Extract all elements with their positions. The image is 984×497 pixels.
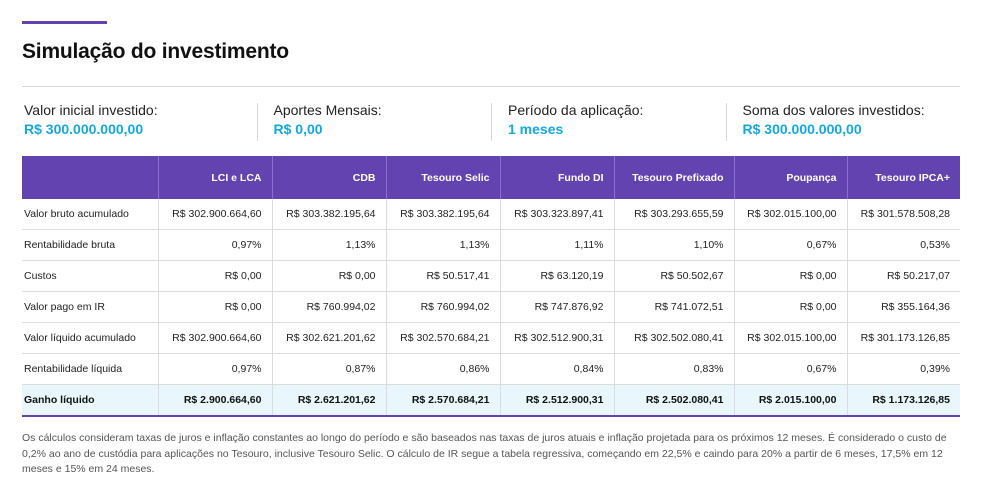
table-cell: R$ 355.164,36	[846, 291, 960, 323]
column-header-poupanca: Poupança	[733, 156, 847, 199]
summary-period: Período da aplicação: 1 meses	[491, 101, 726, 141]
page-title: Simulação do investimento	[22, 40, 289, 63]
table-cell: R$ 2.570.684,21	[385, 384, 500, 417]
summary-value: R$ 0,00	[273, 121, 323, 137]
table-cell: 0,67%	[733, 229, 847, 261]
table-cell: 0,97%	[157, 353, 272, 385]
investment-summary: Valor inicial investido: R$ 300.000.000,…	[22, 101, 960, 141]
table-cell: R$ 741.072,51	[613, 291, 734, 323]
table-header-row: LCI e LCA CDB Tesouro Selic Fundo DI Tes…	[22, 156, 960, 199]
table-cell: R$ 1.173.126,85	[846, 384, 960, 417]
table-row: Custos R$ 0,00 R$ 0,00 R$ 50.517,41 R$ 63.12…	[22, 260, 960, 292]
table-cell: 0,83%	[613, 353, 734, 385]
row-label: Valor bruto acumulado	[22, 199, 158, 230]
table-cell: R$ 301.578.508,28	[846, 199, 960, 230]
table-cell: R$ 63.120,19	[499, 260, 614, 292]
column-header-tesouro-prefixado: Tesouro Prefixado	[613, 156, 734, 199]
row-label: Ganho líquido	[22, 384, 158, 417]
table-cell: R$ 2.502.080,41	[613, 384, 734, 417]
column-header-cdb: CDB	[271, 156, 386, 199]
summary-label: Valor inicial investido:	[24, 102, 158, 118]
table-cell: R$ 302.900.664,60	[157, 322, 272, 354]
title-accent-bar	[22, 21, 107, 24]
table-cell: R$ 303.293.655,59	[613, 199, 734, 230]
table-cell: R$ 50.517,41	[385, 260, 500, 292]
table-cell: 0,39%	[846, 353, 960, 385]
table-cell: R$ 302.015.100,00	[733, 199, 847, 230]
row-label: Rentabilidade líquida	[22, 353, 158, 385]
column-header-tesouro-selic: Tesouro Selic	[385, 156, 500, 199]
table-cell: 0,67%	[733, 353, 847, 385]
row-label: Custos	[22, 260, 158, 292]
table-cell: R$ 301.173.126,85	[846, 322, 960, 354]
table-cell: R$ 2.512.900,31	[499, 384, 614, 417]
table-body: Valor bruto acumulado R$ 302.900.664,60 R$…	[22, 199, 960, 417]
table-cell: R$ 0,00	[271, 260, 386, 292]
table-row-total: Ganho líquido R$ 2.900.664,60 R$ 2.621.201…	[22, 384, 960, 417]
row-label: Valor líquido acumulado	[22, 322, 158, 354]
table-row: Valor bruto acumulado R$ 302.900.664,60 R$…	[22, 199, 960, 230]
summary-initial-value: Valor inicial investido: R$ 300.000.000,…	[22, 101, 257, 141]
summary-value: R$ 300.000.000,00	[24, 121, 144, 137]
table-cell: R$ 302.502.080,41	[613, 322, 734, 354]
row-label: Valor pago em IR	[22, 291, 158, 323]
table-row: Rentabilidade bruta 0,97% 1,13% 1,13% 1,11% 1…	[22, 229, 960, 261]
table-cell: 1,10%	[613, 229, 734, 261]
table-cell: R$ 50.217,07	[846, 260, 960, 292]
table-row: Rentabilidade líquida 0,97% 0,87% 0,86% 0,84…	[22, 353, 960, 385]
table-cell: R$ 0,00	[157, 260, 272, 292]
table-cell: R$ 2.015.100,00	[733, 384, 847, 417]
table-cell: R$ 302.900.664,60	[157, 199, 272, 230]
summary-monthly-contributions: Aportes Mensais: R$ 0,00	[256, 101, 492, 141]
table-cell: R$ 303.382.195,64	[385, 199, 500, 230]
table-cell: 1,11%	[499, 229, 614, 261]
table-cell: R$ 50.502,67	[613, 260, 734, 292]
table-cell: R$ 303.323.897,41	[499, 199, 614, 230]
table-cell: R$ 747.876,92	[499, 291, 614, 323]
table-cell: 1,13%	[385, 229, 500, 261]
table-cell: R$ 302.512.900,31	[499, 322, 614, 354]
row-label: Rentabilidade bruta	[22, 229, 158, 261]
table-cell: R$ 0,00	[733, 291, 847, 323]
summary-label: Aportes Mensais:	[273, 102, 382, 118]
table-cell: R$ 302.621.201,62	[271, 322, 386, 354]
table-cell: 0,97%	[157, 229, 272, 261]
table-cell: R$ 2.621.201,62	[271, 384, 386, 417]
summary-label: Soma dos valores investidos:	[742, 102, 925, 118]
column-header-blank	[22, 156, 158, 199]
table-cell: 0,53%	[846, 229, 960, 261]
table-row: Valor pago em IR R$ 0,00 R$ 760.994,02 R$ 7…	[22, 291, 960, 323]
table-cell: 1,13%	[271, 229, 386, 261]
table-cell: R$ 303.382.195,64	[271, 199, 386, 230]
table-cell: R$ 760.994,02	[385, 291, 500, 323]
table-cell: R$ 302.015.100,00	[733, 322, 847, 354]
table-cell: R$ 760.994,02	[271, 291, 386, 323]
column-header-fundo-di: Fundo DI	[499, 156, 614, 199]
table-cell: 0,86%	[385, 353, 500, 385]
table-cell: 0,84%	[499, 353, 614, 385]
column-header-lci-lca: LCI e LCA	[157, 156, 272, 199]
summary-total-invested: Soma dos valores investidos: R$ 300.000.…	[725, 101, 961, 141]
summary-value: R$ 300.000.000,00	[742, 121, 862, 137]
table-cell: R$ 2.900.664,60	[157, 384, 272, 417]
table-cell: 0,87%	[271, 353, 386, 385]
table-row: Valor líquido acumulado R$ 302.900.664,60…	[22, 322, 960, 354]
summary-label: Período da aplicação:	[508, 102, 644, 118]
summary-value: 1 meses	[508, 121, 564, 137]
table-cell: R$ 0,00	[733, 260, 847, 292]
title-divider	[22, 86, 960, 87]
simulation-table: LCI e LCA CDB Tesouro Selic Fundo DI Tes…	[22, 156, 960, 417]
table-cell: R$ 302.570.684,21	[385, 322, 500, 354]
table-cell: R$ 0,00	[157, 291, 272, 323]
column-header-tesouro-ipca: Tesouro IPCA+	[846, 156, 960, 199]
footnote: Os cálculos consideram taxas de juros e …	[22, 432, 947, 475]
